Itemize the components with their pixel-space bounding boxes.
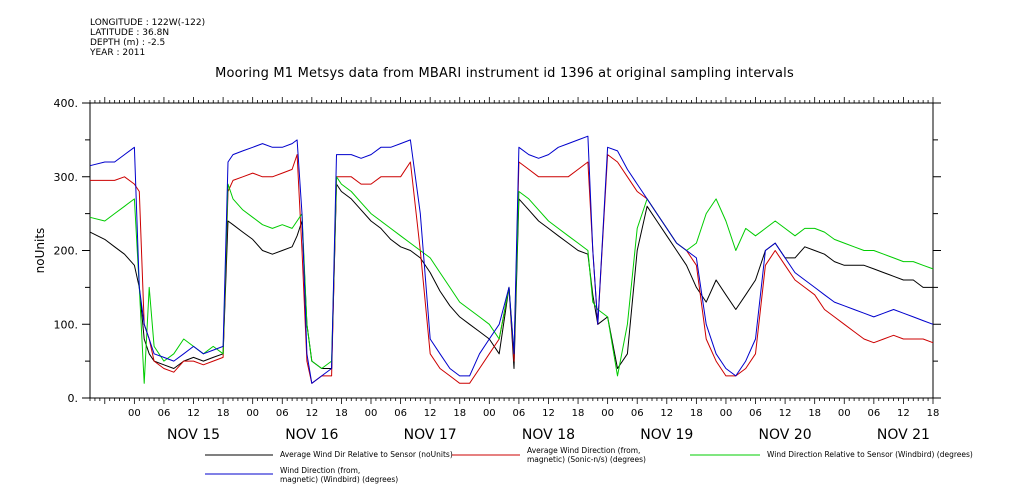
x-tick-label: 12 (305, 408, 318, 419)
legend-label-line: Average Wind Direction (from, (527, 446, 641, 455)
x-tick-label: 00 (838, 408, 851, 419)
x-tick-label: 12 (660, 408, 673, 419)
x-tick-label: 06 (513, 408, 526, 419)
x-tick-label: 00 (720, 408, 733, 419)
x-day-label: NOV 17 (404, 427, 457, 443)
latitude-text: LATITUDE : 36.8N (90, 28, 170, 38)
x-tick-label: 06 (158, 408, 171, 419)
x-day-label: NOV 18 (522, 427, 575, 443)
y-tick-label: 200. (54, 245, 79, 258)
legend-label-line: magnetic) (Sonic-n/s) (degrees) (527, 455, 646, 464)
legend-label-line: Wind Direction Relative to Sensor (Windb… (767, 450, 973, 459)
x-tick-label: 12 (779, 408, 792, 419)
x-tick-label: 18 (453, 408, 466, 419)
x-tick-label: 00 (128, 408, 141, 419)
legend-label-2: Average Wind Direction (from, magnetic) (… (527, 446, 646, 464)
legend-label-3: Wind Direction Relative to Sensor (Windb… (767, 450, 973, 459)
x-tick-label: 00 (483, 408, 496, 419)
x-tick-label: 12 (897, 408, 910, 419)
series-line-4 (89, 135, 934, 384)
x-tick-label: 06 (867, 408, 880, 419)
x-tick-label: 18 (572, 408, 585, 419)
x-tick-label: 06 (749, 408, 762, 419)
x-day-label: NOV 15 (167, 427, 220, 443)
legend-label-line: magnetic) (Windbird) (degrees) (280, 475, 399, 484)
x-day-label: NOV 20 (759, 427, 812, 443)
y-tick-label: 0. (68, 392, 79, 405)
x-tick-label: 12 (424, 408, 437, 419)
longitude-text: LONGITUDE : 122W(-122) (90, 18, 206, 28)
year-text: YEAR : 2011 (90, 48, 146, 58)
series-line-3 (89, 176, 934, 384)
x-day-label: NOV 19 (640, 427, 693, 443)
y-tick-label: 300. (54, 171, 79, 184)
series-line-1 (89, 183, 933, 369)
x-tick-label: 06 (276, 408, 289, 419)
x-tick-label: 12 (542, 408, 555, 419)
legend-label-line: Average Wind Dir Relative to Sensor (noU… (280, 450, 453, 459)
chart-title: Mooring M1 Metsys data from MBARI instru… (215, 66, 794, 81)
x-day-label: NOV 21 (877, 427, 930, 443)
x-tick-label: 00 (246, 408, 259, 419)
x-tick-label: 18 (690, 408, 703, 419)
depth-text: DEPTH (m) : -2.5 (90, 38, 166, 48)
x-tick-label: 18 (927, 408, 940, 419)
x-tick-label: 06 (394, 408, 407, 419)
x-tick-label: 18 (217, 408, 230, 419)
y-axis-label: noUnits (33, 228, 47, 274)
legend-label-line: Wind Direction (from, (280, 466, 361, 475)
x-tick-label: 00 (365, 408, 378, 419)
x-tick-label: 18 (808, 408, 821, 419)
legend-label-1: Average Wind Dir Relative to Sensor (noU… (280, 450, 453, 459)
x-tick-label: 06 (631, 408, 644, 419)
metadata-header: LONGITUDE : 122W(-122) LATITUDE : 36.8N … (90, 18, 205, 58)
x-tick-label: 00 (601, 408, 614, 419)
x-tick-label: 12 (187, 408, 200, 419)
y-tick-label: 400. (54, 97, 79, 110)
y-tick-label: 100. (54, 318, 79, 331)
plot-frame (89, 102, 934, 399)
x-tick-label: 18 (335, 408, 348, 419)
x-day-label: NOV 16 (285, 427, 338, 443)
legend-label-4: Wind Direction (from, magnetic) (Windbird… (280, 466, 398, 484)
